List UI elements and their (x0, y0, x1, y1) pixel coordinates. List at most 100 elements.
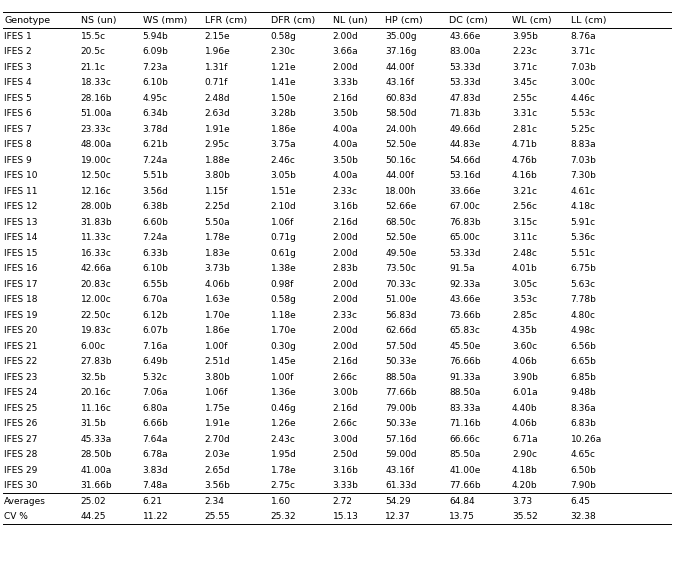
Text: 6.65b: 6.65b (570, 357, 596, 366)
Text: 7.06a: 7.06a (142, 388, 168, 397)
Text: 41.00a: 41.00a (80, 466, 112, 474)
Text: 20.16c: 20.16c (80, 388, 111, 397)
Text: 11.33c: 11.33c (80, 233, 111, 242)
Text: 83.33a: 83.33a (449, 404, 481, 413)
Text: 3.31c: 3.31c (512, 109, 537, 118)
Text: 6.00c: 6.00c (80, 341, 106, 351)
Text: 6.07b: 6.07b (142, 326, 168, 335)
Text: 7.90b: 7.90b (570, 481, 596, 490)
Text: 1.50e: 1.50e (270, 93, 297, 103)
Text: 32.5b: 32.5b (80, 373, 106, 381)
Text: DC (cm): DC (cm) (449, 16, 488, 25)
Text: 45.33a: 45.33a (80, 434, 112, 443)
Text: 2.33c: 2.33c (332, 186, 358, 196)
Text: 1.91e: 1.91e (204, 419, 231, 428)
Text: 4.46c: 4.46c (570, 93, 595, 103)
Text: 0.61g: 0.61g (270, 249, 297, 258)
Text: 4.06b: 4.06b (512, 357, 538, 366)
Text: 5.32c: 5.32c (142, 373, 168, 381)
Text: 3.00b: 3.00b (332, 388, 359, 397)
Text: 4.18b: 4.18b (512, 466, 538, 474)
Text: 2.00d: 2.00d (332, 233, 359, 242)
Text: 2.75c: 2.75c (270, 481, 296, 490)
Text: 3.73b: 3.73b (204, 264, 231, 273)
Text: IFES 28: IFES 28 (4, 450, 38, 459)
Text: 3.53c: 3.53c (512, 295, 537, 304)
Text: 5.63c: 5.63c (570, 279, 596, 288)
Text: 2.30c: 2.30c (270, 47, 296, 56)
Text: 4.00a: 4.00a (332, 140, 358, 149)
Text: 71.16b: 71.16b (449, 419, 481, 428)
Text: 6.83b: 6.83b (570, 419, 596, 428)
Text: 25.32: 25.32 (270, 512, 297, 521)
Text: 3.33b: 3.33b (332, 481, 359, 490)
Text: 56.83d: 56.83d (385, 311, 417, 320)
Text: 3.56d: 3.56d (142, 186, 168, 196)
Text: 6.09b: 6.09b (142, 47, 168, 56)
Text: 3.60c: 3.60c (512, 341, 537, 351)
Text: 2.81c: 2.81c (512, 124, 537, 133)
Text: 1.78e: 1.78e (270, 466, 297, 474)
Text: 48.00a: 48.00a (80, 140, 112, 149)
Text: 6.80a: 6.80a (142, 404, 168, 413)
Text: NS (un): NS (un) (80, 16, 116, 25)
Text: 31.83b: 31.83b (80, 218, 112, 226)
Text: 60.83d: 60.83d (385, 93, 417, 103)
Text: 5.25c: 5.25c (570, 124, 596, 133)
Text: 12.50c: 12.50c (80, 171, 111, 180)
Text: 11.16c: 11.16c (80, 404, 111, 413)
Text: 3.05c: 3.05c (512, 279, 537, 288)
Text: 4.06b: 4.06b (512, 419, 538, 428)
Text: 3.71c: 3.71c (512, 63, 537, 71)
Text: 37.16g: 37.16g (385, 47, 417, 56)
Text: IFES 11: IFES 11 (4, 186, 38, 196)
Text: 4.80c: 4.80c (570, 311, 596, 320)
Text: 4.98c: 4.98c (570, 326, 596, 335)
Text: 2.15e: 2.15e (204, 31, 231, 40)
Text: 3.83d: 3.83d (142, 466, 168, 474)
Text: 12.37: 12.37 (385, 512, 411, 521)
Text: 53.33d: 53.33d (449, 63, 481, 71)
Text: 12.00c: 12.00c (80, 295, 111, 304)
Text: 2.70d: 2.70d (204, 434, 231, 443)
Text: 3.95b: 3.95b (512, 31, 538, 40)
Text: 88.50a: 88.50a (385, 373, 417, 381)
Text: WL (cm): WL (cm) (512, 16, 551, 25)
Text: 79.00b: 79.00b (385, 404, 417, 413)
Text: 3.80b: 3.80b (204, 373, 231, 381)
Text: 5.94b: 5.94b (142, 31, 168, 40)
Text: 1.88e: 1.88e (204, 156, 231, 165)
Text: 19.83c: 19.83c (80, 326, 111, 335)
Text: 42.66a: 42.66a (80, 264, 112, 273)
Text: 3.90b: 3.90b (512, 373, 538, 381)
Text: 43.66e: 43.66e (449, 31, 481, 40)
Text: 4.18c: 4.18c (570, 202, 596, 211)
Text: 2.90c: 2.90c (512, 450, 537, 459)
Text: 31.5b: 31.5b (80, 419, 106, 428)
Text: 1.31f: 1.31f (204, 63, 228, 71)
Text: 7.64a: 7.64a (142, 434, 168, 443)
Text: 2.65d: 2.65d (204, 466, 231, 474)
Text: 5.51b: 5.51b (142, 171, 168, 180)
Text: 50.33e: 50.33e (385, 419, 417, 428)
Text: 73.50c: 73.50c (385, 264, 416, 273)
Text: IFES 3: IFES 3 (4, 63, 32, 71)
Text: IFES 18: IFES 18 (4, 295, 38, 304)
Text: 43.16f: 43.16f (385, 78, 415, 87)
Text: 2.72: 2.72 (332, 496, 353, 506)
Text: 35.00g: 35.00g (385, 31, 417, 40)
Text: IFES 16: IFES 16 (4, 264, 38, 273)
Text: 0.58g: 0.58g (270, 295, 297, 304)
Text: IFES 5: IFES 5 (4, 93, 32, 103)
Text: 2.00d: 2.00d (332, 326, 359, 335)
Text: 59.00d: 59.00d (385, 450, 417, 459)
Text: 15.5c: 15.5c (80, 31, 106, 40)
Text: 12.16c: 12.16c (80, 186, 111, 196)
Text: 77.66b: 77.66b (385, 388, 417, 397)
Text: IFES 29: IFES 29 (4, 466, 38, 474)
Text: 1.63e: 1.63e (204, 295, 231, 304)
Text: 1.70e: 1.70e (204, 311, 231, 320)
Text: 9.48b: 9.48b (570, 388, 596, 397)
Text: 1.96e: 1.96e (204, 47, 231, 56)
Text: NL (un): NL (un) (332, 16, 367, 25)
